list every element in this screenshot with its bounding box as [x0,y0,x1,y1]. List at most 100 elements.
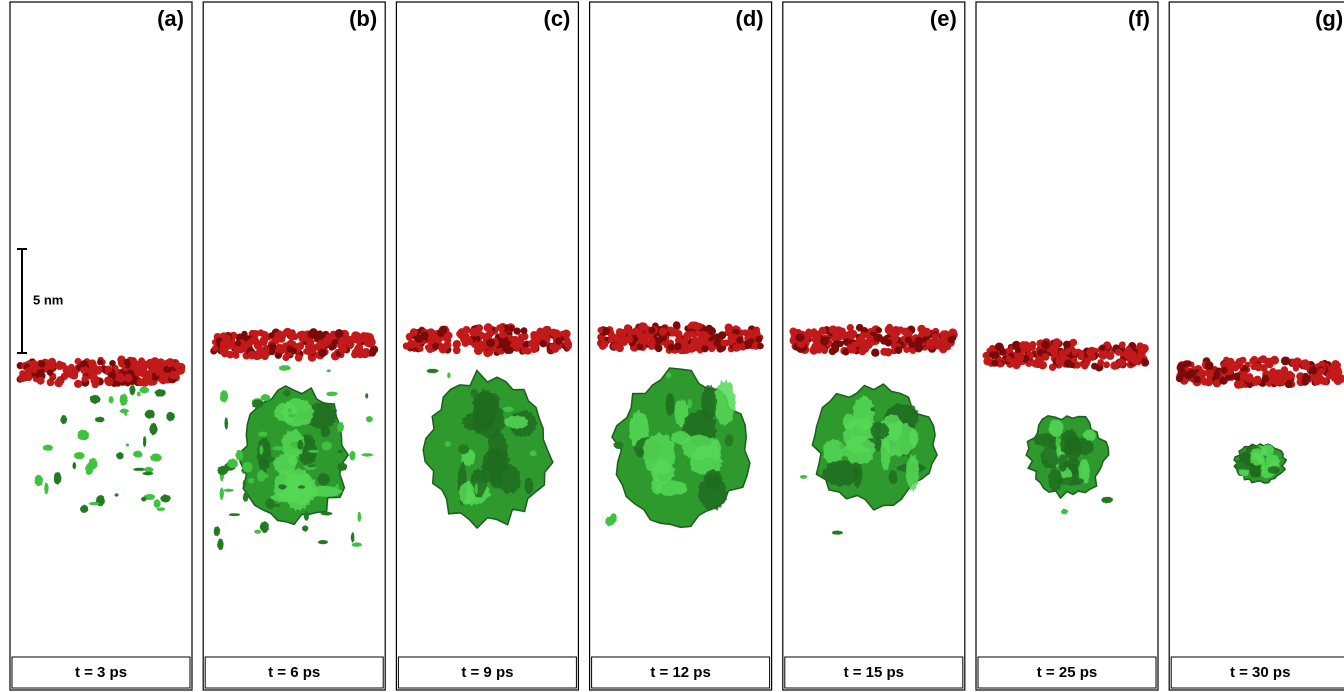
fragment [800,474,808,479]
fragment [141,496,147,502]
particle-red [1103,361,1110,369]
particle-red [452,340,461,348]
particle-red [857,337,867,346]
cluster-shade [870,421,890,441]
particle-red [918,330,926,338]
particle-red [753,326,761,334]
particle-red [91,380,99,389]
panel: (g) t = 30 ps [1168,1,1344,691]
cluster-shade [703,469,723,491]
panel: (c) t = 9 ps [395,1,579,691]
panel-caption: t = 6 ps [268,664,320,681]
cluster-shade [650,458,676,486]
particle-red [897,326,905,334]
particle-red [486,338,496,348]
particle-red [1211,371,1220,380]
panel-label: (f) [1128,6,1150,31]
panel-label: (g) [1315,6,1343,31]
particle-red [654,344,663,353]
particle-red [303,348,310,355]
fragment [297,439,304,450]
particle-red [291,333,299,341]
fragment [241,461,254,473]
particle-red [19,370,26,377]
cluster-shade [681,434,719,461]
particle-red [855,323,864,332]
fragment [502,406,515,413]
cluster-shade [1048,419,1064,437]
particle-red [861,345,870,353]
fragment [266,456,275,463]
particle-red [254,350,262,358]
particle-red [155,369,162,376]
particle-red [1236,362,1244,369]
particle-red [874,333,883,342]
particle-red [647,337,657,346]
particle-red [1284,380,1293,389]
fragment [227,458,239,469]
particle-red [805,328,813,336]
particle-red [513,327,521,335]
particle-red [880,347,889,356]
cluster-shade [458,481,475,506]
particle-red [611,343,618,350]
cluster-shade [822,460,861,487]
particle-red [1177,367,1187,377]
particle-red [931,333,939,341]
particle-red [1099,344,1106,351]
particle-red [104,376,114,386]
fragment [326,369,331,373]
particle-red [338,344,348,354]
particle-red [171,370,180,380]
particle-red [818,326,827,335]
panel-frame [9,1,193,691]
particle-red [268,332,275,339]
panel-label: (a) [157,6,184,31]
fragment [88,501,100,506]
fragment [224,416,229,430]
particle-red [1237,380,1246,389]
particle-red [1011,340,1021,350]
fragment [242,491,249,502]
particle-red [1250,363,1258,371]
particle-red [1184,371,1193,380]
fragment [216,538,224,551]
fragment [831,530,843,535]
particle-red [165,358,175,367]
particle-red [1114,348,1122,356]
panel-caption: t = 9 ps [461,664,513,681]
particle-red [992,351,1000,359]
particle-red [748,337,755,345]
fragment [247,477,255,484]
particle-red [69,370,79,380]
particle-red [97,359,104,366]
fragment [132,450,143,458]
particle-red [420,331,429,340]
particle-red [549,328,558,337]
fragment [287,408,292,413]
cluster-shade [481,460,502,484]
particle-red [129,363,138,371]
particle-red [850,341,857,349]
particle-red [689,342,697,350]
fragment [153,499,161,508]
cluster-shade [1062,435,1083,462]
particle-red [688,330,696,338]
fragment [303,511,309,522]
particle-red [1018,354,1025,361]
particle-red [597,326,604,334]
particle-red [667,326,674,333]
fragment [335,483,339,490]
particle-red [836,327,844,335]
particle-red [223,339,232,348]
fragment [143,436,147,448]
particle-red [268,348,276,356]
particle-red [1246,381,1253,389]
particle-red [136,378,145,387]
fragment [278,484,287,490]
particle-red [363,336,373,345]
particle-red [104,365,113,374]
particle-red [73,379,83,389]
particle-red [1272,377,1282,386]
fragment [839,443,845,450]
